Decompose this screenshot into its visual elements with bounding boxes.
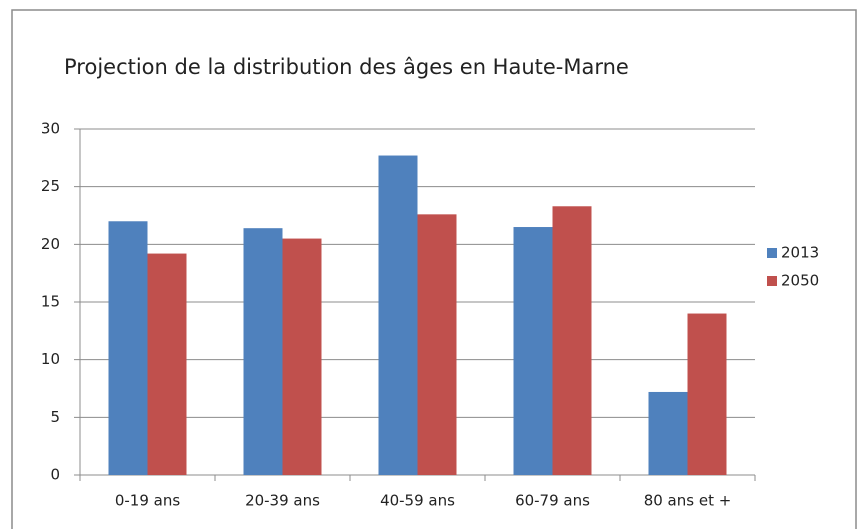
y-tick-label: 10 xyxy=(41,350,60,368)
bar xyxy=(147,253,187,475)
y-tick-label: 25 xyxy=(41,177,60,195)
x-tick-label: 40-59 ans xyxy=(380,492,455,510)
chart-title: Projection de la distribution des âges e… xyxy=(64,55,629,79)
bar xyxy=(243,228,283,475)
y-tick-label: 30 xyxy=(41,120,60,138)
x-tick-label: 0-19 ans xyxy=(115,492,181,510)
bar xyxy=(282,238,322,475)
bar xyxy=(687,313,727,475)
legend-swatch xyxy=(767,248,777,258)
y-tick-label: 0 xyxy=(50,466,60,484)
legend-label: 2050 xyxy=(781,272,819,290)
legend-label: 2013 xyxy=(781,244,819,262)
bar xyxy=(417,214,457,475)
y-tick-label: 5 xyxy=(50,408,60,426)
bar xyxy=(513,227,553,475)
x-tick-label: 20-39 ans xyxy=(245,492,320,510)
x-tick-label: 80 ans et + xyxy=(644,492,732,510)
legend-swatch xyxy=(767,276,777,286)
x-tick-label: 60-79 ans xyxy=(515,492,590,510)
bar xyxy=(108,221,148,475)
y-tick-label: 20 xyxy=(41,235,60,253)
bar xyxy=(648,391,688,475)
bar xyxy=(378,155,418,475)
y-tick-label: 15 xyxy=(41,293,60,311)
bar xyxy=(552,206,592,476)
